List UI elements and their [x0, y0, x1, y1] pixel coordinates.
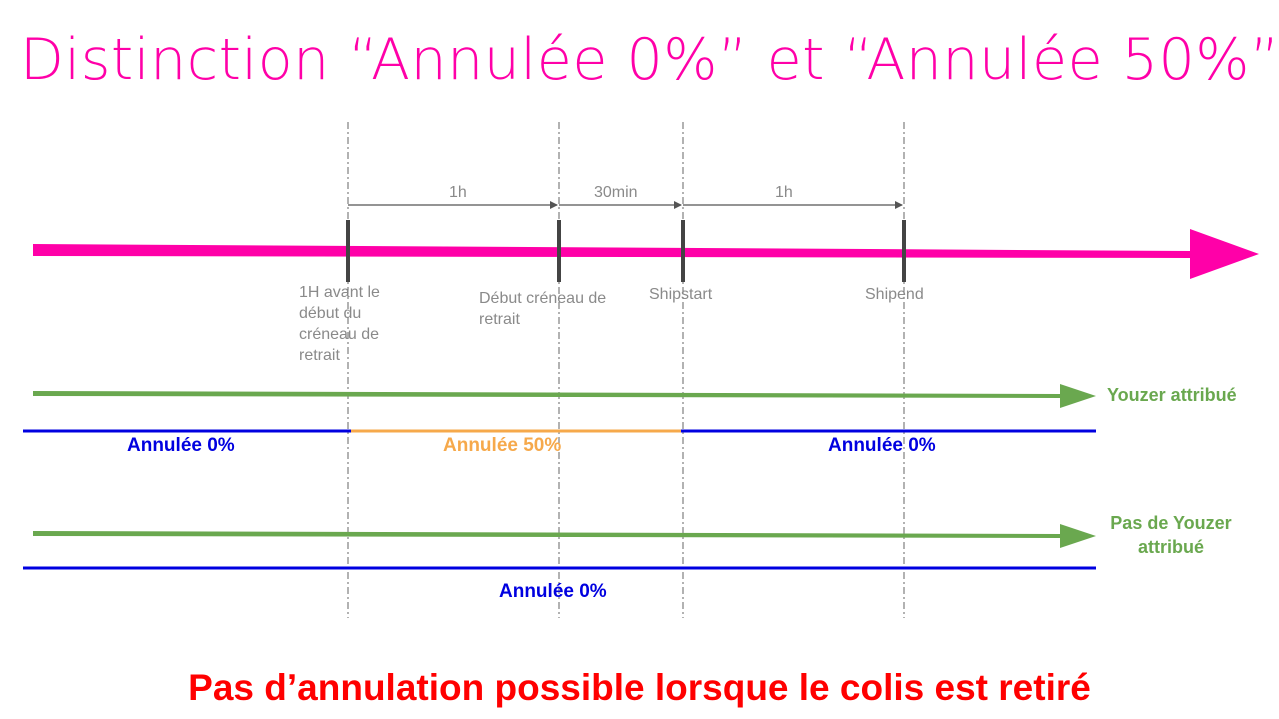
slide-title: Distinction “Annulée 0%” et “Annulée 50%… [20, 27, 1279, 93]
duration-label-1h-b: 1h [775, 184, 793, 201]
youzer-green-arrow [33, 384, 1096, 408]
marker-label-debut-creneau: Début créneau de retrait [479, 290, 607, 328]
no-youzer-green-arrow [33, 524, 1096, 548]
marker-label-shipstart: Shipstart [649, 286, 713, 303]
marker-label-1h-avant: 1H avant le début du créneau de retrait [299, 284, 380, 364]
duration-label-30min: 30min [594, 184, 638, 201]
main-timeline-arrow [33, 229, 1259, 279]
zone-label-annulee-0-left: Annulée 0% [127, 435, 235, 456]
zone-label-annulee-0-right: Annulée 0% [828, 435, 936, 456]
youzer-attribue-label: Youzer attribué [1107, 385, 1237, 405]
zone-label-annulee-50: Annulée 50% [443, 435, 562, 456]
footer-warning: Pas d’annulation possible lorsque le col… [188, 667, 1091, 708]
marker-label-shipend: Shipend [865, 286, 924, 303]
pas-de-youzer-label: Pas de Youzer attribué [1110, 513, 1232, 557]
zone-label-no-youzer-annulee-0: Annulée 0% [499, 581, 607, 602]
duration-label-1h-a: 1h [449, 184, 467, 201]
